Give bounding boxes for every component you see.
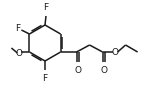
Text: O: O <box>100 66 107 75</box>
Text: F: F <box>15 24 20 32</box>
Text: O: O <box>16 49 23 57</box>
Text: O: O <box>111 48 118 57</box>
Text: F: F <box>43 3 49 12</box>
Text: O: O <box>74 66 81 75</box>
Text: F: F <box>42 74 48 83</box>
